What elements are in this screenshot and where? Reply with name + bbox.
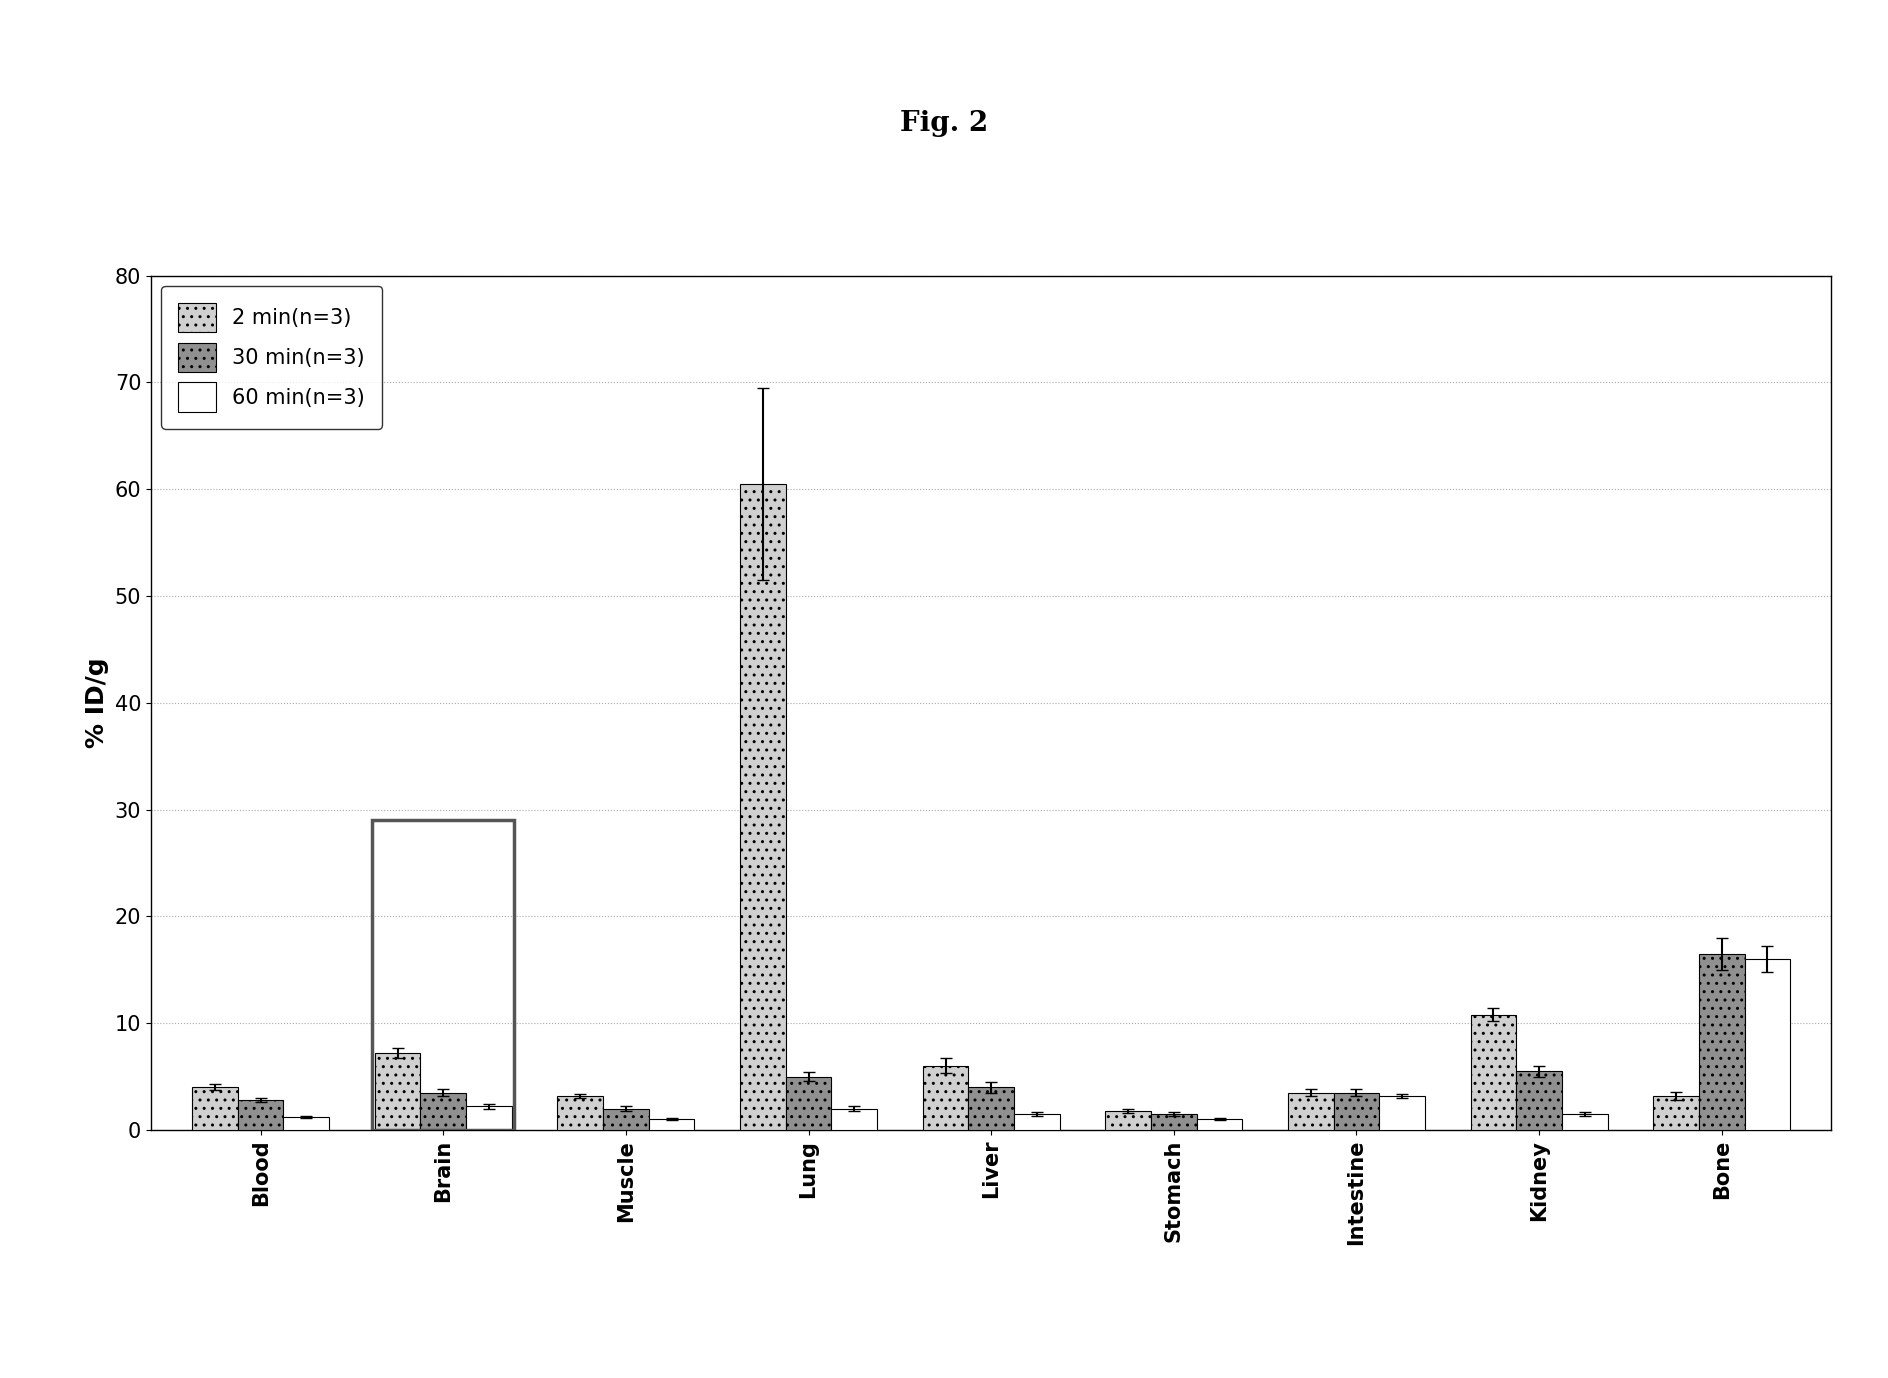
Bar [1516,1071,1561,1130]
Bar [1104,1111,1152,1130]
Bar [421,1093,466,1130]
Y-axis label: % ID/g: % ID/g [85,657,110,748]
Bar [1380,1096,1425,1130]
Bar [193,1087,238,1130]
Bar [376,1053,421,1130]
Bar [1561,1113,1607,1130]
Bar [969,1087,1014,1130]
Bar [238,1100,283,1130]
Bar [372,820,514,1130]
Bar [740,484,785,1130]
Bar [649,1119,695,1130]
Bar [557,1096,602,1130]
Text: Fig. 2: Fig. 2 [901,110,987,138]
Bar [602,1108,649,1130]
Legend: 2 min(n=3), 30 min(n=3), 60 min(n=3): 2 min(n=3), 30 min(n=3), 60 min(n=3) [162,287,381,429]
Bar [1333,1093,1380,1130]
Bar [1471,1014,1516,1130]
Bar [831,1108,878,1130]
Bar [1654,1096,1699,1130]
Bar [1288,1093,1333,1130]
Bar [1197,1119,1242,1130]
Bar [1745,959,1790,1130]
Bar [785,1076,831,1130]
Bar [283,1118,329,1130]
Bar [1152,1113,1197,1130]
Bar [466,1107,512,1130]
Bar [1699,954,1745,1130]
Bar [923,1067,969,1130]
Bar [1014,1113,1059,1130]
